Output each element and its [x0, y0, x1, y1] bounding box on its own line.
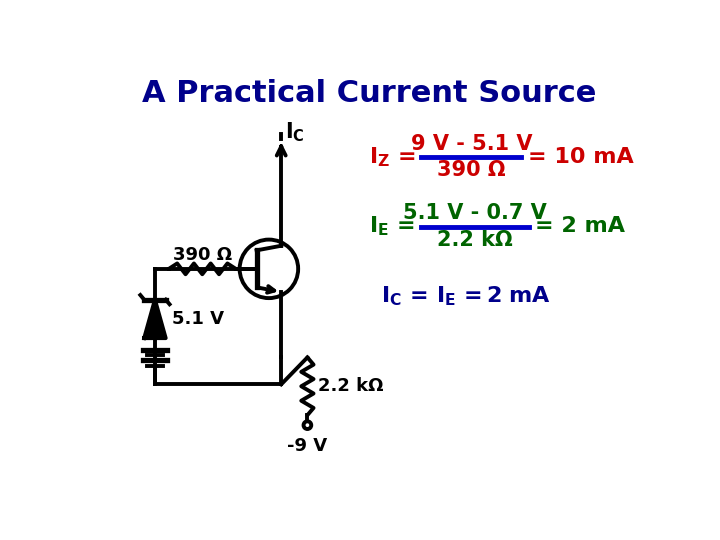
- Polygon shape: [144, 300, 166, 338]
- Text: -9 V: -9 V: [287, 437, 328, 455]
- Text: 5.1 V: 5.1 V: [172, 310, 224, 328]
- Text: 5.1 V - 0.7 V: 5.1 V - 0.7 V: [403, 204, 547, 224]
- Text: A Practical Current Source: A Practical Current Source: [142, 79, 596, 107]
- Text: 390 Ω: 390 Ω: [437, 160, 505, 180]
- Text: 390 Ω: 390 Ω: [173, 246, 232, 264]
- Text: $\mathbf{I_C}$$\mathbf{\, = \,}$$\mathbf{I_E}$$\mathbf{\, = 2 \; mA}$: $\mathbf{I_C}$$\mathbf{\, = \,}$$\mathbf…: [381, 284, 550, 308]
- Text: = 10 mA: = 10 mA: [528, 147, 634, 167]
- Text: $\mathbf{I_Z}$ =: $\mathbf{I_Z}$ =: [369, 145, 415, 169]
- Text: 2.2 kΩ: 2.2 kΩ: [318, 377, 384, 395]
- Text: $\mathbf{I_C}$: $\mathbf{I_C}$: [285, 120, 305, 144]
- Text: 9 V - 5.1 V: 9 V - 5.1 V: [410, 134, 532, 154]
- Text: 2.2 kΩ: 2.2 kΩ: [437, 230, 513, 249]
- Text: $\mathbf{I_E}$ =: $\mathbf{I_E}$ =: [369, 215, 415, 238]
- Text: = 2 mA: = 2 mA: [535, 217, 625, 237]
